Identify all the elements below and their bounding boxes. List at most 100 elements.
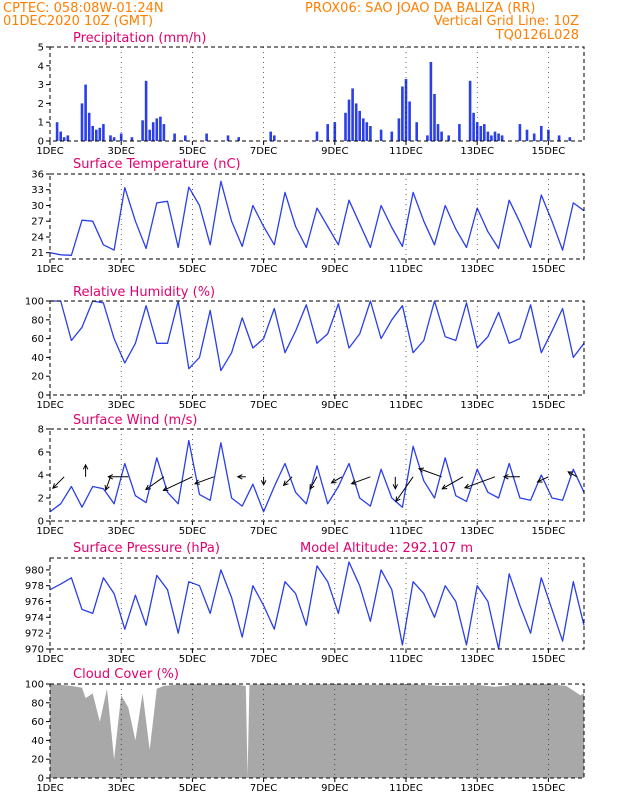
y-tick-label: 2 [38, 99, 44, 110]
x-tick-label: 1DEC [36, 264, 63, 275]
precip-bar [472, 112, 475, 141]
humidity-panel: 1DEC 3DEC 5DEC 7DEC 9DEC 11DEC 13DEC 15DEC 0 20 40… [25, 297, 585, 411]
x-tick-label: 9DEC [321, 654, 348, 665]
x-tick-label: 1DEC [36, 526, 63, 537]
temperature-title: Surface Temperature (nC) [73, 157, 241, 172]
wind-arrow [282, 476, 293, 487]
cloud-plot-frame [49, 683, 585, 779]
precip-bar [205, 133, 208, 141]
precipitation-title: Precipitation (mm/h) [73, 31, 206, 46]
precip-bar [497, 133, 500, 141]
y-tick-label: 970 [25, 645, 44, 656]
precip-bar [55, 122, 59, 141]
precip-bar [351, 88, 354, 141]
y-tick-label: 21 [31, 248, 44, 259]
y-tick-label: 40 [31, 353, 44, 364]
x-tick-label: 9DEC [321, 783, 348, 794]
temp-series-line [49, 180, 585, 256]
precip-bar [144, 80, 148, 141]
x-tick-label: 9DEC [321, 264, 348, 275]
precip-bar [547, 129, 550, 141]
precip-bar [369, 126, 372, 141]
x-tick-label: 11DEC [389, 400, 423, 411]
precip-bar [500, 135, 504, 141]
precip-bar [540, 126, 543, 141]
precip-bar [358, 110, 361, 141]
y-tick-label: 60 [31, 717, 44, 728]
x-tick-label: 15DEC [532, 526, 566, 537]
y-tick-label: 100 [25, 297, 44, 308]
header-model-code: TQ0126L028 [495, 28, 579, 43]
pressure-title: Surface Pressure (hPa) [73, 541, 220, 556]
x-tick-label: 15DEC [532, 783, 566, 794]
precip-bar [102, 124, 105, 141]
x-tick-label: 1DEC [36, 783, 63, 794]
precip-bar [112, 137, 116, 141]
precip-bar [98, 127, 102, 141]
precip-bar [326, 124, 329, 141]
wind-arrow [330, 476, 343, 484]
precip-bar [91, 126, 94, 141]
precip-bar [426, 135, 429, 141]
x-tick-label: 3DEC [108, 526, 135, 537]
x-tick-label: 13DEC [460, 400, 494, 411]
precip-bar [415, 122, 418, 141]
y-tick-label: 8 [38, 425, 44, 436]
x-tick-label: 15DEC [532, 146, 566, 157]
precip-bar [84, 84, 87, 141]
wind-arrow [162, 476, 193, 491]
precip-bar [458, 124, 461, 141]
y-tick-label: 27 [31, 217, 44, 228]
rh-plot-frame [49, 300, 585, 396]
wind-arrow [350, 476, 371, 485]
y-tick-label: 0 [38, 517, 44, 528]
x-tick-label: 3DEC [108, 264, 135, 275]
precip-bar [237, 137, 240, 141]
precip-bar [404, 79, 408, 141]
precip-bar [95, 129, 98, 141]
y-tick-label: 978 [25, 581, 44, 592]
wind-series-line [49, 439, 585, 513]
y-tick-label: 3 [38, 80, 44, 91]
precip-bar [80, 103, 84, 141]
x-tick-label: 5DEC [179, 526, 206, 537]
wind-plot-frame [49, 428, 585, 522]
x-tick-label: 11DEC [389, 146, 423, 157]
y-tick-label: 5 [38, 43, 44, 54]
wind-arrow [567, 471, 578, 478]
precip-bar [151, 122, 155, 141]
x-tick-label: 15DEC [532, 264, 566, 275]
x-tick-label: 7DEC [250, 264, 277, 275]
x-tick-label: 3DEC [108, 783, 135, 794]
x-tick-label: 3DEC [108, 654, 135, 665]
x-tick-label: 11DEC [389, 654, 423, 665]
wind-arrow [107, 474, 129, 480]
x-tick-label: 1DEC [36, 146, 63, 157]
y-tick-label: 976 [25, 597, 44, 608]
x-tick-label: 15DEC [532, 654, 566, 665]
y-tick-label: 974 [25, 613, 44, 624]
y-tick-label: 4 [38, 471, 44, 482]
x-tick-label: 5DEC [179, 400, 206, 411]
y-tick-label: 30 [31, 201, 44, 212]
y-tick-label: 0 [38, 774, 44, 785]
precip-bar [226, 135, 230, 141]
precip-bar [273, 135, 276, 141]
precip-bar [475, 122, 479, 141]
y-tick-label: 80 [31, 315, 44, 326]
press-series-line [49, 561, 585, 650]
precip-bar [568, 137, 572, 141]
precip-bar [347, 99, 351, 141]
wind-arrow [392, 476, 399, 490]
precip-bar [333, 122, 337, 141]
precip-bar [344, 112, 347, 141]
x-tick-label: 7DEC [250, 400, 277, 411]
wind-arrow [463, 476, 496, 489]
precip-bar [479, 126, 483, 141]
precip-bar [159, 116, 162, 141]
wind-arrow [82, 463, 89, 477]
temperature-panel: 1DEC 3DEC 5DEC 7DEC 9DEC 11DEC 13DEC 15DEC 21 24 2… [31, 170, 585, 275]
y-tick-label: 60 [31, 334, 44, 345]
x-tick-label: 5DEC [179, 783, 206, 794]
